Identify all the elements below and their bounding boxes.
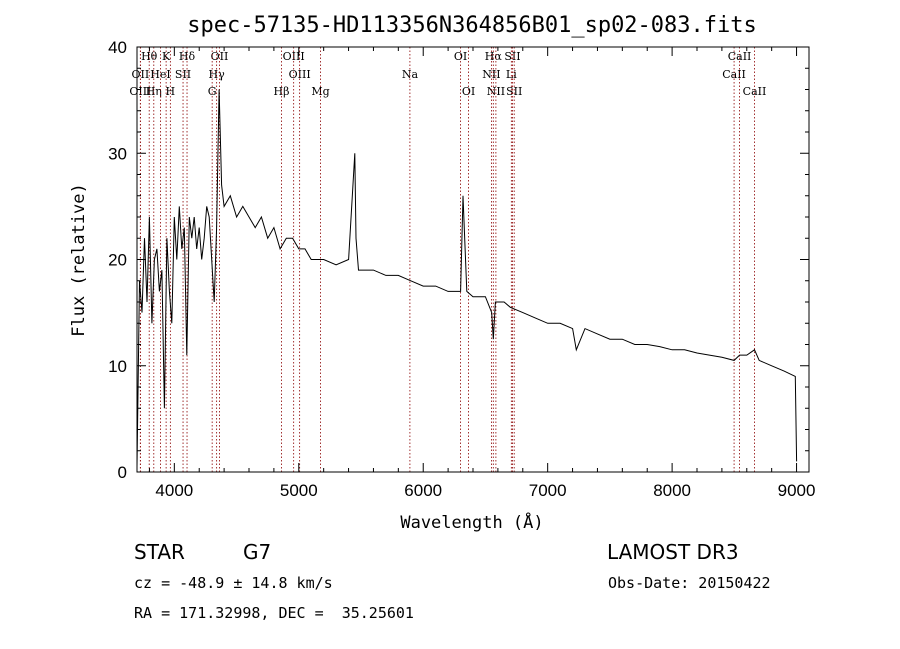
spectral-line-label: NII [482, 68, 500, 81]
spectral-line-label: OII [211, 50, 229, 63]
spectral-line-label: G [208, 85, 217, 98]
coordinates-readout: RA = 171.32998, DEC = 35.25601 [134, 604, 414, 622]
x-tick-label: 5000 [280, 481, 318, 500]
spectral-line-label: Hβ [274, 85, 290, 98]
redshift-readout: cz = -48.9 ± 14.8 km/s [134, 574, 333, 592]
spectral-line-label: HeI [150, 68, 170, 81]
spectral-subclass: G7 [243, 540, 272, 564]
x-tick-label: 6000 [404, 481, 442, 500]
spectral-line-label: Hγ [209, 68, 226, 81]
spectral-line-label: SII [506, 85, 522, 98]
spectral-line-label: CaII [743, 85, 767, 98]
spectral-line-label: OIII [129, 85, 151, 98]
spectral-line-label: CaII [728, 50, 752, 63]
object-type: STAR [134, 540, 185, 564]
plot-frame [136, 46, 810, 473]
x-axis-label: Wavelength (Å) [400, 511, 543, 533]
spectral-line-markers [139, 47, 755, 472]
spectral-line-label: OI [454, 50, 467, 63]
spectral-line-label: Na [402, 68, 419, 81]
spectral-line-label: H [166, 85, 176, 98]
spectral-line-label: Hθ [141, 50, 158, 63]
y-tick-label: 40 [108, 38, 127, 57]
spectral-line-label: SII [504, 50, 520, 63]
x-tick-label: 7000 [529, 481, 567, 500]
flux-series-line [136, 89, 798, 467]
spectral-line-label: Hδ [179, 50, 196, 63]
x-tick-label: 9000 [778, 481, 816, 500]
spectral-line-label: OII [132, 68, 150, 81]
y-tick-label: 20 [108, 251, 127, 270]
y-axis-ticks: 0 10 20 30 40 [108, 38, 809, 482]
observation-date: Obs-Date: 20150422 [608, 574, 771, 592]
spectral-line-label: Mg [311, 85, 329, 98]
spectral-line-label: Li [506, 68, 517, 81]
y-tick-label: 10 [108, 357, 127, 376]
survey-name: LAMOST DR3 [607, 540, 739, 564]
x-tick-label: 4000 [155, 481, 193, 500]
spectral-line-label: Hη [146, 85, 162, 98]
spectral-line-label: CaII [722, 68, 746, 81]
spectral-line-label: SII [175, 68, 191, 81]
y-tick-label: 30 [108, 144, 127, 163]
x-axis-ticks: 4000 5000 6000 7000 8000 9000 [148, 47, 816, 500]
x-tick-label: 8000 [653, 481, 691, 500]
spectral-line-label: OI [462, 85, 475, 98]
spectral-line-label: Hα [485, 50, 503, 63]
chart-title: spec-57135-HD113356N364856B01_sp02-083.f… [187, 13, 757, 38]
spectral-line-label: K [162, 50, 171, 63]
y-tick-label: 0 [118, 463, 127, 482]
spectral-line-label: OIII [289, 68, 311, 81]
spectral-line-label: NII [487, 85, 505, 98]
y-axis-label: Flux (relative) [69, 183, 89, 337]
spectrum-chart: spec-57135-HD113356N364856B01_sp02-083.f… [69, 13, 816, 533]
